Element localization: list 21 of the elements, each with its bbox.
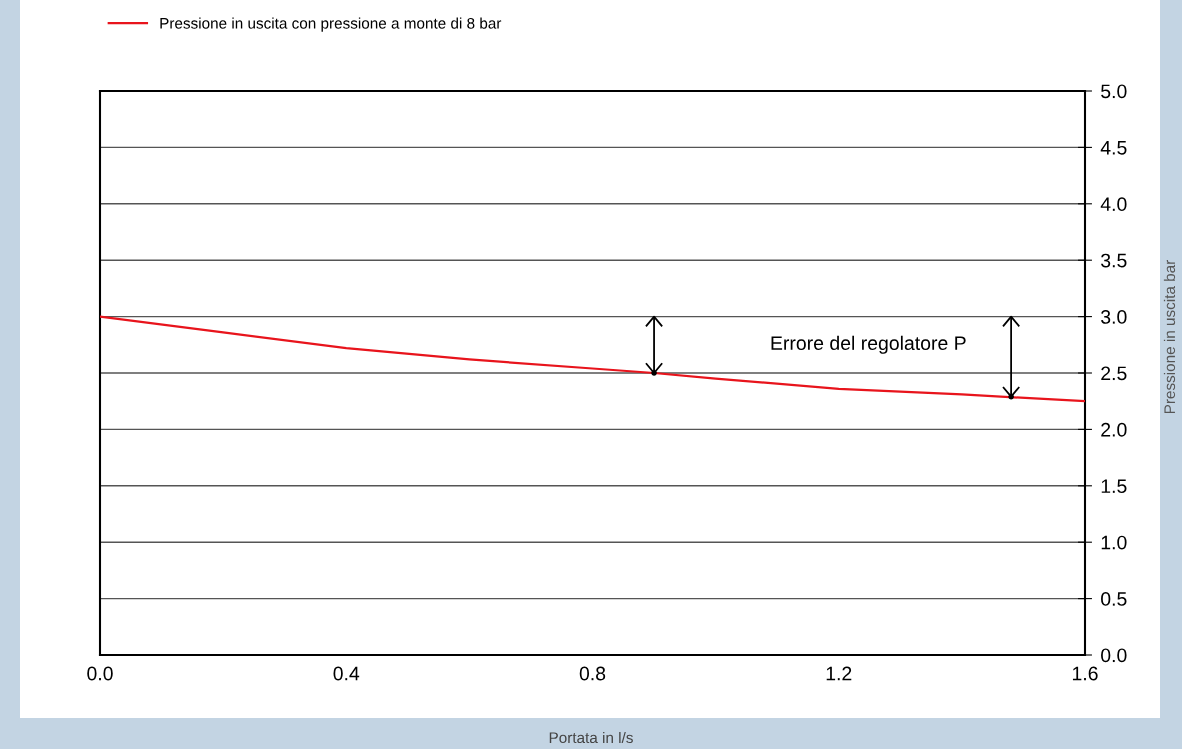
- x-tick-label: 1.2: [826, 666, 852, 681]
- annotation: Errore del regolatore P: [771, 335, 966, 354]
- y-tick-label: 3.0: [1101, 310, 1127, 324]
- line-series: [100, 315, 1085, 403]
- x-tick-label: 0.8: [579, 666, 606, 681]
- x-tick-label: 1.6: [1072, 666, 1098, 681]
- legend-label: Pressione in uscita con pressione a monte di 8 bar: [160, 17, 502, 32]
- y-tick-label: 5.0: [1101, 84, 1127, 99]
- x-tick-label: 0.4: [333, 666, 360, 681]
- y-tick-label: 2.0: [1101, 422, 1127, 437]
- y-tick-label: 4.0: [1100, 197, 1127, 212]
- y-tick-label: 1.5: [1101, 479, 1127, 494]
- y-tick-label: 1.0: [1101, 535, 1127, 550]
- y-tick-label: 0.0: [1101, 648, 1127, 663]
- y-tick-label: 2.5: [1101, 366, 1127, 381]
- x-tick-label: 0.0: [87, 666, 113, 681]
- y-tick-label: 4.5: [1100, 141, 1127, 155]
- x-axis-title: Portata in l/s: [549, 731, 633, 744]
- y-tick-label: 3.5: [1101, 253, 1127, 268]
- y-tick-label: 0.5: [1101, 592, 1127, 606]
- y-axis-title: Pressione in uscita bar: [1163, 260, 1176, 414]
